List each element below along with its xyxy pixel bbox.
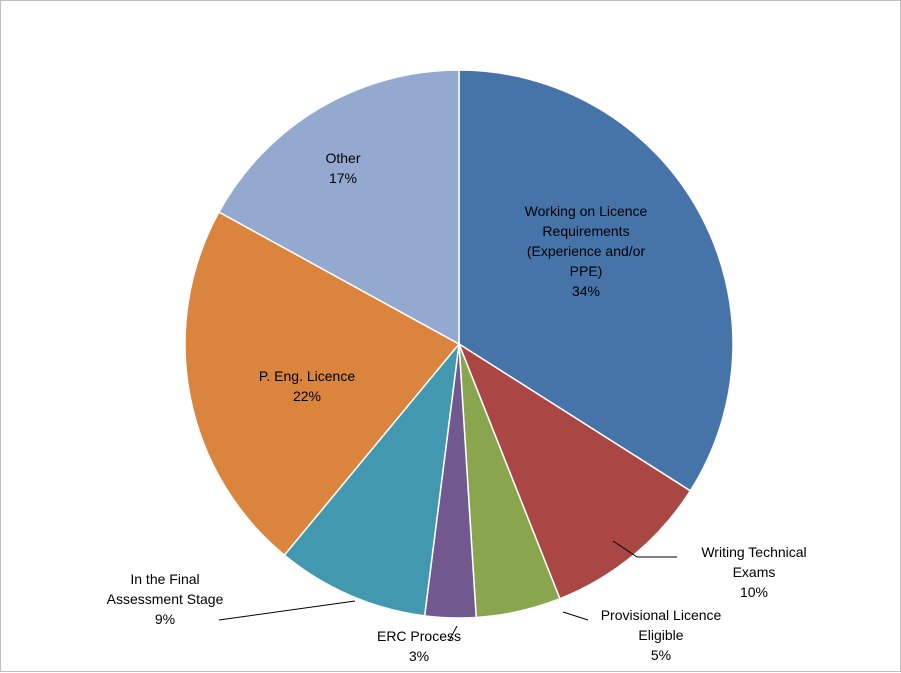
pie-slice bbox=[283, 341, 461, 617]
slice-label-line: Eligible bbox=[638, 627, 683, 643]
slice-label-line: In the Final bbox=[130, 571, 199, 587]
leader-line bbox=[562, 611, 589, 621]
slice-label: P. Eng. Licence 22% bbox=[259, 368, 355, 404]
pie-slice bbox=[458, 69, 734, 492]
slice-percent: 17% bbox=[329, 170, 357, 186]
slice-percent: 3% bbox=[409, 648, 429, 664]
pie-slice bbox=[184, 210, 461, 557]
slice-label-line: ERC Process bbox=[377, 628, 461, 644]
slice-label: In the Final Assessment Stage 9% bbox=[107, 571, 224, 627]
slice-label-line: (Experience and/or bbox=[527, 243, 646, 259]
slice-label-line: Assessment Stage bbox=[107, 591, 224, 607]
slice-percent: 10% bbox=[740, 584, 768, 600]
slice-label: Working on Licence Requirements (Experienc… bbox=[525, 203, 648, 299]
pie-slice bbox=[217, 69, 460, 346]
slice-label: Provisional Licence Eligible 5% bbox=[601, 607, 722, 663]
slice-label-line: Provisional Licence bbox=[601, 607, 722, 623]
slice-percent: 34% bbox=[572, 283, 600, 299]
slice-percent: 22% bbox=[293, 388, 321, 404]
slice-label: Other 17% bbox=[325, 150, 360, 186]
leader-line bbox=[612, 540, 677, 558]
slice-percent: 5% bbox=[651, 647, 671, 663]
slice-label: Writing Technical Exams 10% bbox=[701, 544, 806, 600]
slice-percent: 9% bbox=[155, 611, 175, 627]
slice-label-line: Writing Technical bbox=[701, 544, 806, 560]
slice-label-line: P. Eng. Licence bbox=[259, 368, 355, 384]
slice-label-line: Requirements bbox=[542, 223, 629, 239]
slice-label-line: Exams bbox=[733, 564, 776, 580]
leader-line bbox=[218, 600, 356, 621]
slice-label-line: PPE) bbox=[570, 263, 603, 279]
slice-label-line: Other bbox=[325, 150, 360, 166]
leader-line bbox=[448, 625, 458, 642]
slice-label: ERC Process 3% bbox=[377, 628, 461, 664]
slice-label-line: Working on Licence bbox=[525, 203, 648, 219]
